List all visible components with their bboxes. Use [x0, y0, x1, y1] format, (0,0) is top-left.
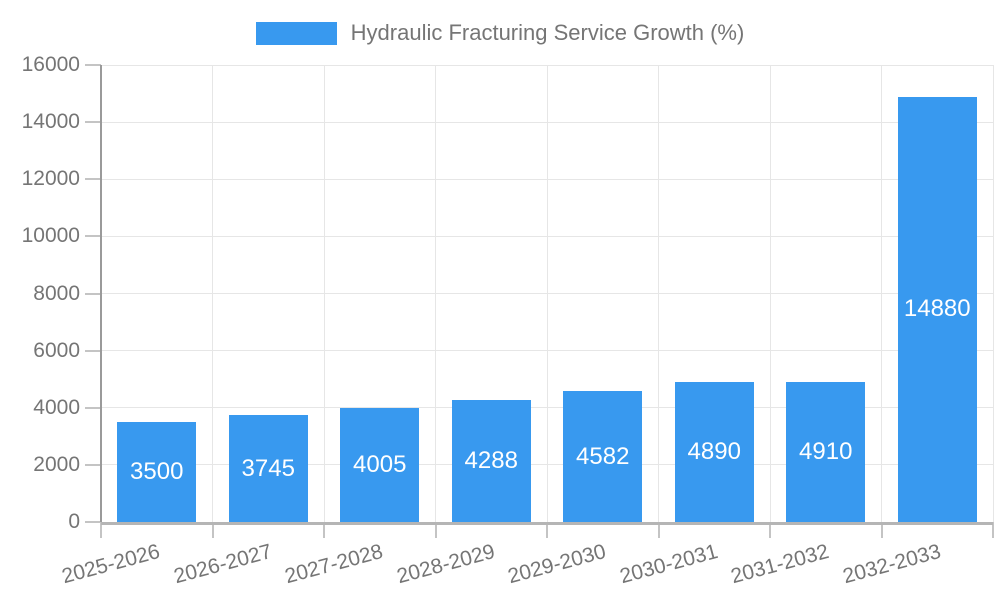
gridline-vertical — [212, 65, 213, 522]
legend-swatch — [255, 21, 337, 45]
y-axis-tick-label: 4000 — [33, 395, 80, 419]
y-axis-tick-label: 0 — [68, 510, 80, 533]
y-axis-tick — [85, 178, 101, 181]
bar-value-label: 4288 — [464, 446, 518, 474]
y-axis-tick-label: 14000 — [21, 110, 80, 134]
x-axis-tick — [992, 522, 994, 538]
bar-value-label: 3500 — [130, 458, 184, 486]
gridline-vertical — [881, 65, 882, 522]
y-axis-tick — [85, 235, 101, 238]
bar: 4005 — [340, 407, 420, 522]
gridline-vertical — [992, 65, 994, 522]
y-axis-tick-label: 10000 — [21, 224, 80, 248]
y-axis-tick — [85, 64, 101, 66]
bar-value-label: 4890 — [687, 438, 741, 466]
legend-label: Hydraulic Fracturing Service Growth (%) — [350, 20, 745, 45]
y-axis-line — [100, 65, 102, 522]
y-axis-tick — [85, 463, 101, 466]
bar: 14880 — [897, 96, 977, 522]
y-axis-tick — [85, 406, 101, 409]
bar: 4910 — [786, 381, 866, 522]
x-axis-category-label: 2030-2031 — [617, 540, 721, 589]
x-axis-category-label: 2028-2029 — [394, 540, 498, 589]
x-axis-category-label: 2025-2026 — [59, 540, 163, 589]
x-axis-category-label: 2029-2030 — [505, 540, 609, 589]
y-axis-tick — [85, 292, 101, 295]
x-axis-baseline — [101, 522, 993, 525]
gridline-vertical — [546, 65, 548, 522]
bar-value-label: 14880 — [903, 295, 971, 323]
bar-value-label: 4910 — [799, 437, 853, 465]
y-axis-tick — [85, 349, 101, 352]
bar: 4288 — [451, 399, 531, 522]
y-axis-tick — [85, 521, 101, 523]
y-axis-tick — [85, 121, 101, 124]
x-axis-tick — [434, 522, 437, 538]
bar: 4890 — [674, 382, 754, 522]
bar-value-label: 4005 — [353, 450, 407, 478]
y-axis-tick-label: 12000 — [21, 167, 80, 191]
x-axis-tick — [769, 522, 771, 538]
x-axis-category-label: 2031-2032 — [728, 540, 832, 589]
x-axis-tick — [211, 522, 214, 538]
x-axis-tick — [323, 522, 325, 538]
bar-value-label: 3745 — [241, 454, 295, 482]
bar-value-label: 4582 — [576, 442, 630, 470]
bar: 3745 — [228, 415, 308, 522]
y-axis-tick-label: 6000 — [33, 338, 80, 362]
x-axis-tick — [880, 522, 883, 538]
x-axis-category-label: 2026-2027 — [171, 540, 275, 589]
bar: 3500 — [117, 422, 197, 522]
gridline-vertical — [323, 65, 325, 522]
x-axis-category-label: 2032-2033 — [840, 540, 944, 589]
x-axis-tick — [657, 522, 660, 538]
gridline-vertical — [658, 65, 659, 522]
x-axis-tick — [546, 522, 548, 538]
y-axis-tick-label: 2000 — [33, 452, 80, 476]
y-axis-tick-label: 16000 — [21, 53, 80, 76]
bar: 4582 — [563, 391, 643, 522]
gridline-vertical — [769, 65, 771, 522]
chart-legend: Hydraulic Fracturing Service Growth (%) — [0, 20, 1000, 46]
gridline-vertical — [435, 65, 436, 522]
y-axis-tick-label: 8000 — [33, 281, 80, 305]
x-axis-category-label: 2027-2028 — [282, 540, 386, 589]
x-axis-tick — [100, 522, 102, 538]
